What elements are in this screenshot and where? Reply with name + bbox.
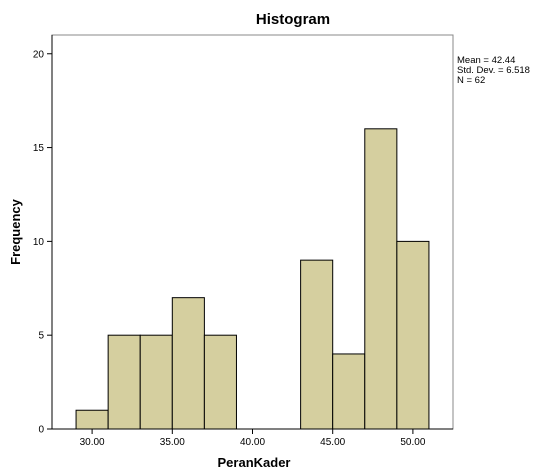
histogram-bar-8 bbox=[332, 353, 366, 430]
y-axis-title: Frequency bbox=[8, 198, 23, 265]
x-axis-title: PeranKader bbox=[218, 455, 291, 470]
y-tick-label: 10 bbox=[33, 237, 45, 248]
y-tick-label: 0 bbox=[38, 425, 44, 436]
x-tick-label: 45.00 bbox=[320, 437, 345, 448]
histogram-bar-3 bbox=[171, 297, 205, 430]
y-tick-label: 15 bbox=[33, 143, 45, 154]
stat-mean: Mean = 42.44 bbox=[457, 55, 515, 66]
histogram-bar-1 bbox=[107, 334, 141, 430]
x-tick-label: 35.00 bbox=[160, 437, 185, 448]
bars-group bbox=[75, 128, 430, 430]
histogram-bar-9 bbox=[364, 128, 398, 430]
histogram-bar-10 bbox=[396, 240, 430, 430]
x-tick-label: 30.00 bbox=[80, 437, 105, 448]
histogram-bar-4 bbox=[203, 334, 237, 430]
stat-std-dev: Std. Dev. = 6.518 bbox=[457, 65, 530, 76]
x-tick-label: 50.00 bbox=[400, 437, 425, 448]
x-tick-label: 40.00 bbox=[240, 437, 265, 448]
stats-legend: Mean = 42.44 Std. Dev. = 6.518 N = 62 bbox=[457, 55, 530, 86]
histogram-bar-0 bbox=[75, 409, 109, 430]
chart-title: Histogram bbox=[256, 11, 330, 28]
y-axis: 0 5 10 15 20 bbox=[33, 35, 53, 436]
x-axis: 30.00 35.00 40.00 45.00 50.00 bbox=[52, 428, 453, 448]
y-tick-label: 20 bbox=[33, 49, 45, 60]
stat-n: N = 62 bbox=[457, 75, 485, 86]
histogram-bar-2 bbox=[139, 334, 173, 430]
histogram-bar-7 bbox=[300, 259, 334, 430]
y-tick-label: 5 bbox=[38, 331, 44, 342]
